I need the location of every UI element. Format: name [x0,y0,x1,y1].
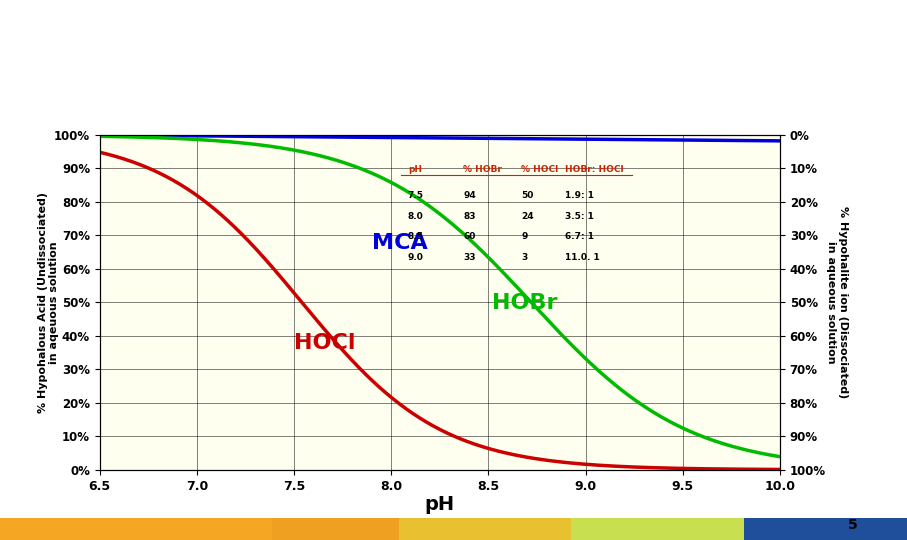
Text: % HOCl: % HOCl [522,165,559,173]
Text: % HOBr: % HOBr [463,165,502,173]
Text: 83: 83 [463,212,476,220]
Text: pH: pH [408,165,422,173]
Y-axis label: % Hypohalite ion (Dissociated)
in aqueous solution: % Hypohalite ion (Dissociated) in aqueou… [826,206,848,399]
Text: 9.0: 9.0 [408,253,424,261]
Text: 33: 33 [463,253,476,261]
Text: HOBr: HOBr [493,293,558,313]
Text: 3: 3 [522,253,528,261]
Text: HOBr: HOCl: HOBr: HOCl [565,165,623,173]
FancyBboxPatch shape [272,518,399,540]
Text: 9: 9 [522,232,528,241]
FancyBboxPatch shape [399,518,571,540]
Text: 94: 94 [463,191,476,200]
Text: 50: 50 [522,191,533,200]
FancyBboxPatch shape [0,518,272,540]
Text: 24: 24 [522,212,534,220]
X-axis label: pH: pH [424,495,455,514]
Text: MCA: MCA [372,233,427,253]
Text: 8.5: 8.5 [408,232,424,241]
Y-axis label: % Hypohalous Acid (Undissociated)
in aqeuous solution: % Hypohalous Acid (Undissociated) in aqe… [37,192,59,413]
Text: 8.0: 8.0 [408,212,424,220]
Text: 60: 60 [463,232,475,241]
Text: MONOCHLORMINES: MONOCHLORMINES [288,78,619,107]
Text: HOCl: HOCl [294,333,356,353]
Text: 6.7: 1: 6.7: 1 [565,232,594,241]
Text: 1.9: 1: 1.9: 1 [565,191,594,200]
Text: 5: 5 [848,518,857,532]
FancyBboxPatch shape [744,518,907,540]
Text: CHLORINE VS BROMINE VS: CHLORINE VS BROMINE VS [225,24,682,52]
Text: 3.5: 1: 3.5: 1 [565,212,593,220]
FancyBboxPatch shape [571,518,744,540]
Text: 11.0. 1: 11.0. 1 [565,253,600,261]
Text: 7.5: 7.5 [408,191,424,200]
